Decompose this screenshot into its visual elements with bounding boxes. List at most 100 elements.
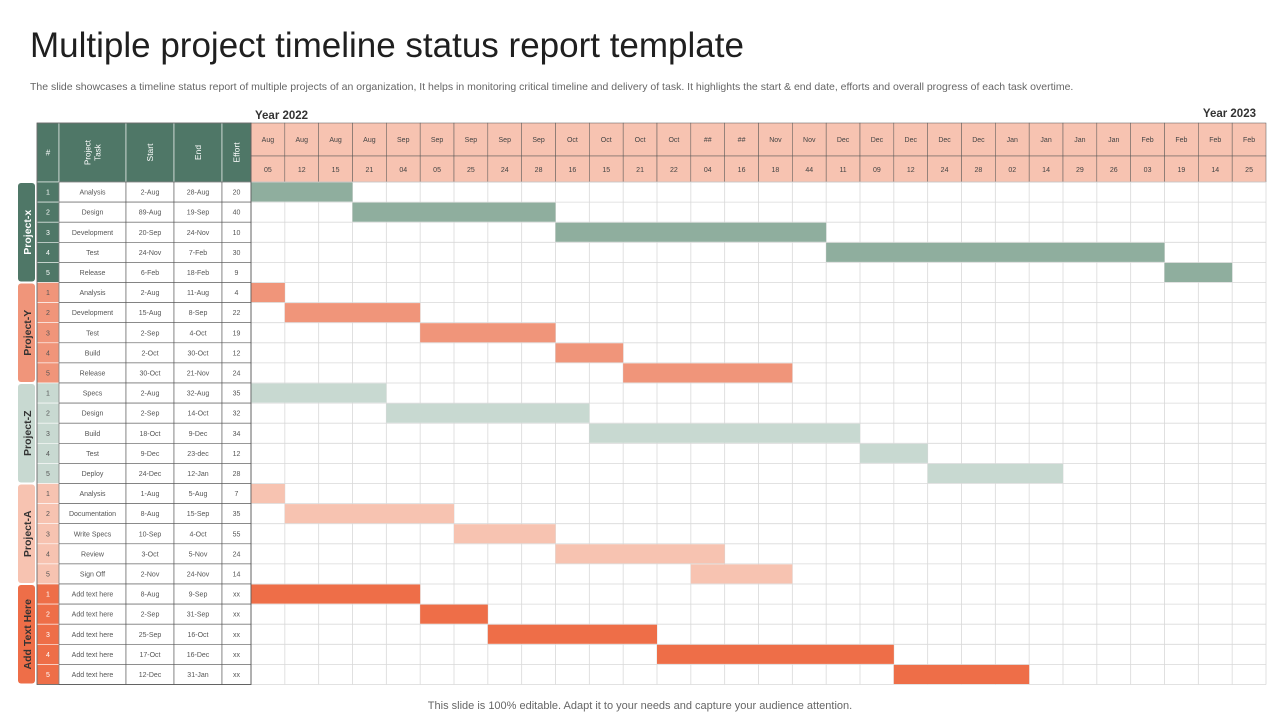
task-end: 19-Sep	[187, 210, 210, 217]
task-number: 2	[46, 310, 50, 317]
task-end: 24-Nov	[187, 571, 210, 578]
timeline-month-label: Aug	[363, 137, 376, 144]
timeline-day-label: 24	[941, 167, 949, 174]
timeline-day-cell	[589, 155, 624, 183]
task-effort: xx	[233, 612, 241, 619]
timeline-month-cell	[589, 122, 624, 157]
task-number: 1	[46, 592, 50, 599]
task-end: 15-Sep	[187, 511, 210, 518]
project-label-2: Project-Z	[22, 410, 34, 456]
timeline-month-cell	[656, 122, 692, 157]
timeline-day-cell	[825, 155, 861, 183]
gantt-bar	[284, 303, 421, 323]
project-label-3: Project-A	[22, 510, 34, 557]
task-start: 6-Feb	[141, 270, 159, 277]
timeline-month-cell	[1028, 122, 1064, 157]
timeline-month-cell	[1164, 122, 1199, 157]
timeline-month-cell	[622, 122, 658, 157]
timeline-day-cell	[1164, 155, 1199, 183]
timeline-month-label: Aug	[296, 137, 309, 144]
task-task: Sign Off	[80, 571, 105, 578]
task-number: 1	[46, 290, 50, 297]
timeline-month-label: Feb	[1209, 137, 1221, 144]
timeline-month-label: Aug	[262, 137, 275, 144]
task-number: 2	[46, 210, 50, 217]
task-effort: 24	[233, 551, 241, 558]
task-effort: 32	[233, 411, 241, 418]
year-label-2022: Year 2022	[255, 110, 308, 122]
timeline-day-label: 03	[1144, 167, 1152, 174]
timeline-day-cell	[961, 155, 996, 183]
task-start: 30-Oct	[139, 370, 160, 377]
column-header-effort-bg	[221, 122, 252, 183]
task-task: Add text here	[72, 592, 114, 599]
project-band-0	[18, 183, 35, 282]
task-task: Documentation	[69, 511, 116, 518]
task-task: Design	[82, 210, 104, 217]
timeline-month-label: Feb	[1175, 137, 1187, 144]
task-number: 4	[46, 350, 50, 357]
gantt-bar	[251, 283, 285, 303]
task-task: Development	[72, 310, 113, 317]
task-end: 23-dec	[187, 451, 209, 458]
timeline-month-label: Nov	[769, 137, 782, 144]
task-number: 5	[46, 270, 50, 277]
timeline-day-label: 09	[873, 167, 881, 174]
timeline-month-label: Sep	[532, 137, 545, 144]
timeline-month-cell	[893, 122, 928, 157]
task-task: Review	[81, 551, 105, 558]
task-number: 4	[46, 551, 50, 558]
timeline-month-cell	[1198, 122, 1233, 157]
gantt-bar	[251, 182, 353, 202]
task-end: 28-Aug	[187, 190, 210, 197]
timeline-month-cell	[758, 122, 793, 157]
gantt-bar	[386, 403, 590, 423]
task-effort: 35	[233, 511, 241, 518]
timeline-day-cell	[487, 155, 522, 183]
task-effort: 14	[233, 571, 241, 578]
task-start: 15-Aug	[139, 310, 162, 317]
task-task: Add text here	[72, 612, 114, 619]
timeline-month-label: Dec	[837, 137, 850, 144]
column-header-task-bg	[58, 122, 127, 183]
task-end: 5-Aug	[189, 491, 208, 498]
task-end: 32-Aug	[187, 391, 210, 398]
task-end: 8-Sep	[189, 310, 208, 317]
column-header-start: Start	[145, 143, 155, 162]
timeline-day-label: 28	[535, 167, 543, 174]
task-effort: 10	[233, 230, 241, 237]
project-band-3	[18, 484, 35, 583]
gantt-bar	[893, 664, 1030, 684]
gantt-bar	[1164, 262, 1233, 282]
gantt-bar	[251, 584, 421, 604]
timeline-month-label: Oct	[668, 137, 679, 144]
timeline-day-cell	[386, 155, 421, 183]
gantt-bar	[623, 363, 793, 383]
timeline-month-label: Dec	[905, 137, 918, 144]
timeline-month-cell	[487, 122, 522, 157]
timeline-month-label: ##	[704, 137, 712, 144]
gantt-bar	[555, 343, 624, 363]
task-end: 31-Sep	[187, 612, 210, 619]
timeline-day-label: 04	[704, 167, 712, 174]
task-task: Write Specs	[74, 531, 112, 538]
timeline-day-label: 12	[298, 167, 306, 174]
task-number: 3	[46, 230, 50, 237]
timeline-month-cell	[927, 122, 962, 157]
timeline-day-label: 02	[1008, 167, 1016, 174]
task-start: 25-Sep	[139, 632, 162, 639]
task-start: 24-Nov	[139, 250, 162, 257]
task-task: Release	[80, 270, 106, 277]
task-number: 2	[46, 411, 50, 418]
task-task: Test	[86, 451, 99, 458]
task-task: Specs	[83, 391, 103, 398]
task-effort: xx	[233, 672, 241, 679]
task-effort: 40	[233, 210, 241, 217]
task-effort: 12	[233, 350, 241, 357]
task-number: 4	[46, 250, 50, 257]
project-label-0: Project-x	[22, 210, 34, 255]
timeline-month-label: Oct	[567, 137, 578, 144]
timeline-month-label: Feb	[1243, 137, 1255, 144]
timeline-month-cell	[1130, 122, 1165, 157]
task-end: 16-Dec	[187, 652, 210, 659]
